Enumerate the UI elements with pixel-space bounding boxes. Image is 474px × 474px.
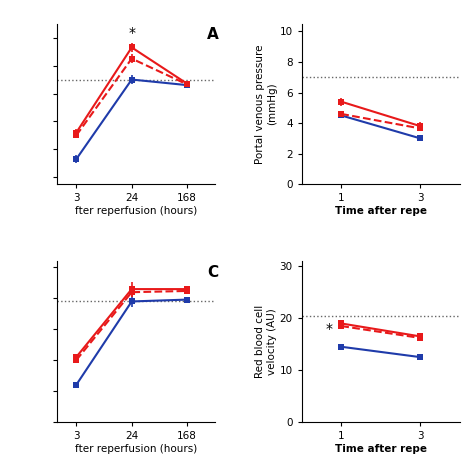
Text: *: * — [326, 322, 333, 337]
X-axis label: Time after repe: Time after repe — [335, 206, 427, 216]
Text: A: A — [207, 27, 219, 42]
X-axis label: Time after repe: Time after repe — [335, 444, 427, 454]
X-axis label: fter reperfusion (hours): fter reperfusion (hours) — [75, 444, 197, 454]
Y-axis label: Red blood cell
velocity (AU): Red blood cell velocity (AU) — [255, 305, 277, 378]
Y-axis label: Portal venous pressure
(mmHg): Portal venous pressure (mmHg) — [255, 44, 277, 164]
X-axis label: fter reperfusion (hours): fter reperfusion (hours) — [75, 206, 197, 216]
Text: C: C — [207, 264, 218, 280]
Text: *: * — [128, 26, 135, 40]
